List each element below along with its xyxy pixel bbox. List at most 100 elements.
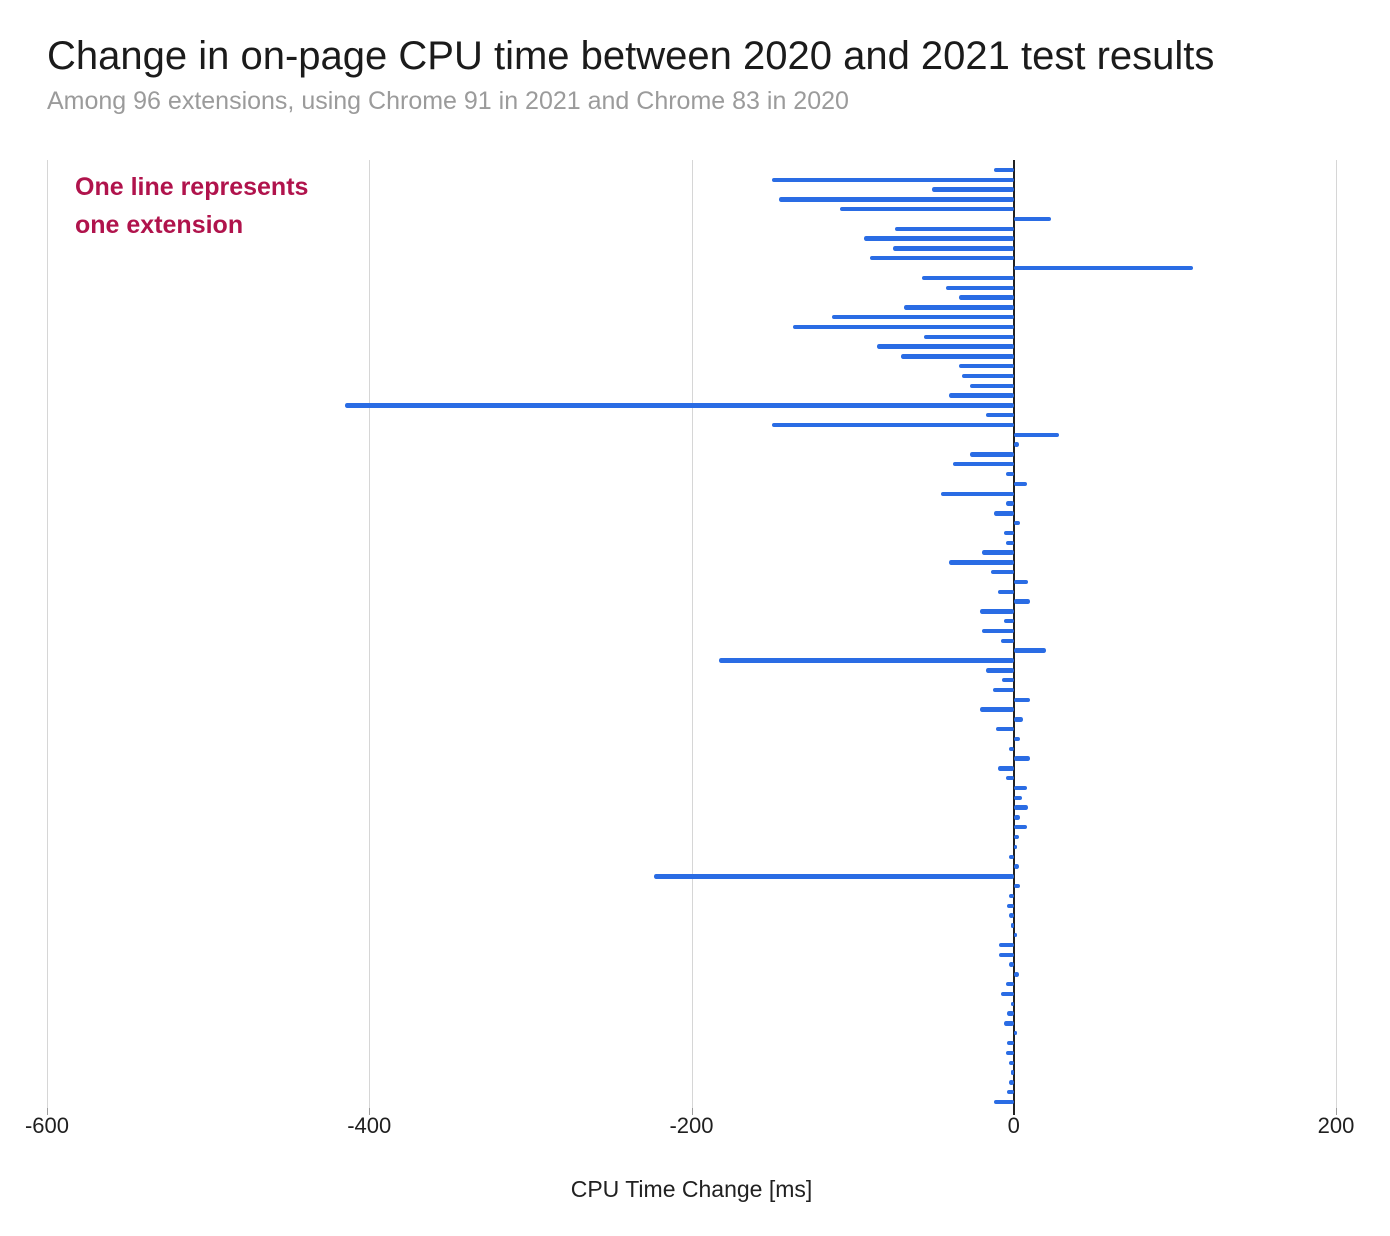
extension-bar: [949, 560, 1014, 565]
extension-bar: [1004, 530, 1014, 536]
x-tick-label: 0: [1007, 1113, 1020, 1138]
gridline: [369, 160, 371, 1108]
extension-bar: [1008, 1080, 1014, 1085]
extension-bar: [1007, 1011, 1014, 1016]
extension-bar: [931, 187, 1014, 192]
annotation: One line represents one extension: [75, 168, 308, 244]
extension-bar: [1005, 471, 1014, 477]
extension-bar: [1013, 864, 1019, 869]
extension-bar: [962, 373, 1014, 379]
extension-bar: [1004, 1021, 1014, 1026]
x-tick-label: -600: [24, 1113, 70, 1138]
extension-bar: [1010, 1070, 1014, 1075]
extension-bar: [1000, 638, 1014, 644]
gridline: [1336, 160, 1337, 1108]
extension-bar: [1013, 785, 1027, 791]
chart-subtitle: Among 96 extensions, using Chrome 91 in …: [47, 87, 849, 115]
extension-bar: [921, 275, 1014, 281]
extension-bar: [1010, 923, 1014, 928]
extension-bar: [997, 766, 1014, 771]
extension-bar: [1013, 265, 1193, 271]
extension-bar: [1007, 903, 1014, 908]
extension-bar: [1013, 883, 1021, 889]
extension-bar: [772, 177, 1014, 182]
extension-bar: [981, 550, 1014, 555]
extension-bar: [1013, 795, 1022, 801]
extension-bar: [994, 511, 1014, 516]
extension-bar: [952, 462, 1014, 467]
extension-bar: [1005, 540, 1014, 545]
extension-bar: [1008, 854, 1014, 859]
annotation-line-1: One line represents: [75, 173, 309, 201]
plot-area: One line represents one extension: [47, 160, 1337, 1115]
x-axis-title: CPU Time Change [ms]: [570, 1176, 813, 1202]
extension-bar: [958, 295, 1014, 300]
extension-bar: [1013, 834, 1019, 840]
extension-bar: [1008, 1060, 1014, 1065]
extension-bar: [946, 285, 1014, 290]
axis-tick: [1336, 1108, 1337, 1115]
extension-bar: [981, 628, 1014, 634]
extension-bar: [1005, 776, 1014, 781]
extension-bar: [793, 324, 1014, 330]
extension-bar: [1010, 1001, 1014, 1007]
axis-tick: [369, 1108, 371, 1115]
extension-bar: [870, 256, 1014, 261]
extension-bar: [996, 726, 1014, 732]
extension-bar: [994, 167, 1014, 173]
extension-bar: [979, 609, 1014, 614]
extension-bar: [1008, 913, 1014, 918]
extension-bar: [999, 952, 1014, 957]
extension-bar: [979, 707, 1014, 712]
extension-bar: [831, 314, 1014, 320]
extension-bar: [1008, 962, 1014, 967]
extension-bar: [970, 383, 1014, 388]
extension-bar: [992, 687, 1014, 693]
gridline: [47, 160, 48, 1108]
extension-bar: [1007, 1089, 1014, 1095]
extension-bar: [904, 305, 1014, 310]
chart-title: Change in on-page CPU time between 2020 …: [47, 34, 1215, 78]
extension-bar: [1013, 972, 1019, 977]
extension-bar: [894, 226, 1014, 232]
extension-bar: [839, 207, 1014, 212]
extension-bar: [654, 874, 1014, 879]
extension-bar: [986, 668, 1014, 673]
extension-bar: [772, 422, 1014, 428]
axis-tick: [47, 1108, 48, 1115]
extension-bar: [1013, 579, 1029, 585]
extension-bar: [876, 344, 1014, 349]
extension-bar: [986, 413, 1014, 418]
extension-bar: [1008, 893, 1014, 899]
extension-bar: [1005, 982, 1014, 987]
extension-bar: [1002, 677, 1014, 683]
zero-baseline: [1012, 160, 1015, 1115]
extension-bar: [1013, 442, 1019, 447]
extension-bar: [999, 942, 1014, 948]
extension-bar: [1013, 520, 1021, 526]
extension-bar: [1013, 216, 1051, 222]
extension-bar: [1000, 991, 1014, 997]
extension-bar: [970, 452, 1014, 457]
extension-bar: [1004, 619, 1014, 624]
extension-bar: [778, 197, 1014, 202]
extension-bar: [1013, 805, 1029, 810]
extension-bar: [863, 236, 1014, 241]
extension-bar: [923, 334, 1014, 339]
extension-bar: [1013, 697, 1030, 702]
extension-bar: [1007, 1040, 1014, 1046]
extension-bar: [997, 589, 1014, 595]
x-tick-label: -200: [669, 1113, 714, 1138]
extension-bar: [345, 403, 1014, 408]
extension-bar: [1005, 1050, 1014, 1056]
extension-bar: [1013, 648, 1046, 653]
extension-bar: [958, 364, 1014, 369]
x-tick-label: -400: [347, 1113, 392, 1138]
extension-bar: [941, 491, 1014, 496]
extension-bar: [1013, 736, 1021, 742]
extension-bar: [1013, 717, 1024, 722]
x-tick-label: 200: [1317, 1113, 1355, 1138]
extension-bar: [1013, 815, 1021, 820]
extension-bar: [994, 1099, 1014, 1105]
